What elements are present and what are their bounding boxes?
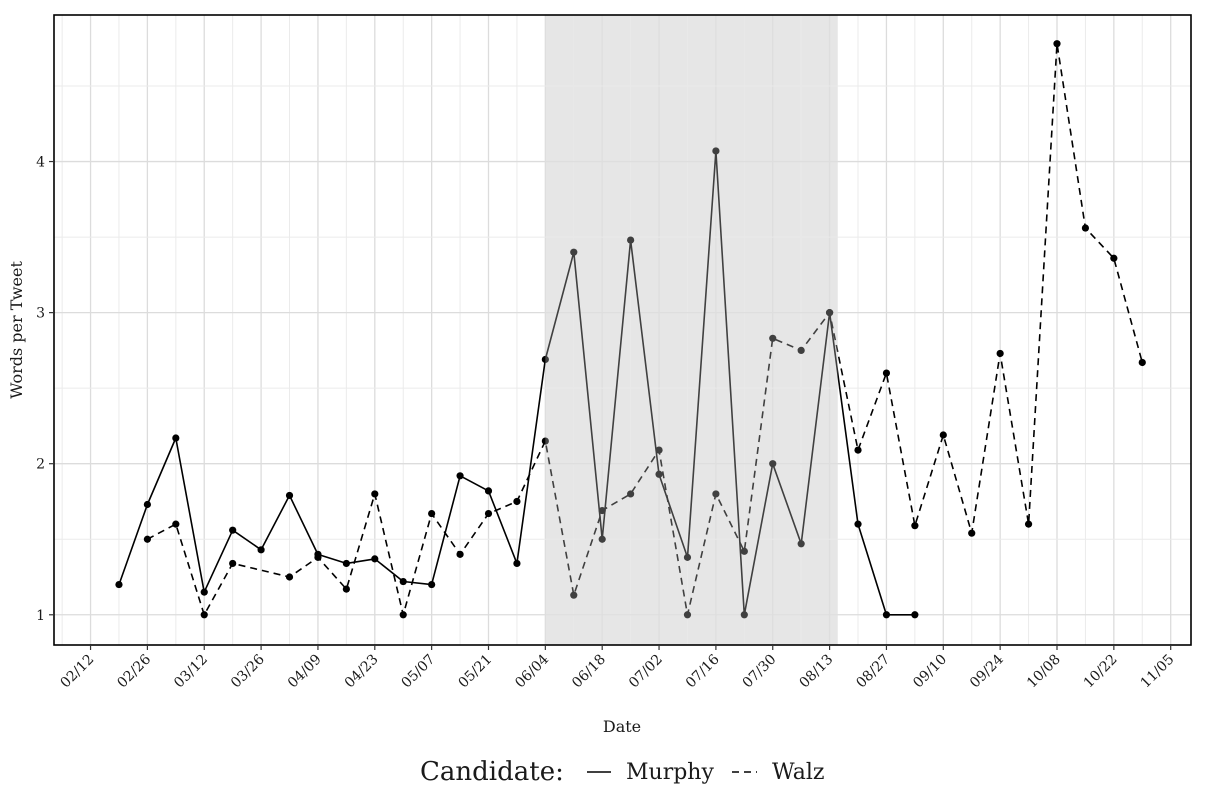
data-point-walz: [939, 431, 947, 439]
data-point-murphy: [115, 580, 123, 589]
x-tick-label: 09/10: [910, 652, 950, 692]
data-point-walz: [655, 446, 663, 454]
data-point-walz: [968, 529, 976, 537]
data-point-murphy: [428, 580, 436, 589]
x-tick-label: 07/30: [740, 652, 780, 692]
data-point-murphy: [484, 487, 493, 495]
data-point-murphy: [598, 535, 606, 543]
legend: Candidate: Murphy Walz: [420, 757, 824, 787]
data-point-walz: [627, 490, 635, 498]
data-point-murphy: [627, 236, 635, 244]
x-tick-label: 11/05: [1138, 652, 1178, 692]
x-tick-label: 04/09: [285, 652, 325, 692]
data-point-murphy: [712, 147, 720, 155]
x-tick-label: 10/08: [1024, 652, 1064, 692]
data-point-walz: [143, 535, 151, 543]
data-point-murphy: [172, 434, 180, 442]
x-tick-label: 03/26: [228, 651, 268, 691]
x-tick-label: 05/21: [455, 652, 495, 692]
data-point-walz: [854, 446, 862, 454]
data-point-murphy: [882, 611, 891, 619]
data-point-murphy: [456, 472, 464, 480]
data-point-murphy: [911, 611, 919, 619]
shaded-period: [545, 15, 838, 645]
data-point-murphy: [143, 500, 151, 509]
data-point-walz: [740, 547, 748, 555]
data-point-murphy: [683, 553, 692, 561]
y-tick-label: 4: [36, 155, 45, 171]
data-point-murphy: [854, 520, 862, 528]
data-point-walz: [570, 591, 578, 599]
x-tick-label: 04/23: [342, 652, 382, 692]
data-point-murphy: [513, 559, 521, 568]
x-tick-label: 10/22: [1081, 652, 1121, 692]
x-axis-title: Date: [603, 717, 641, 736]
x-tick-label: 02/26: [114, 651, 154, 691]
data-point-walz: [456, 550, 464, 558]
data-point-walz: [541, 437, 549, 445]
x-tick-label: 06/04: [512, 651, 552, 691]
data-point-walz: [314, 553, 322, 561]
data-point-walz: [342, 585, 350, 593]
data-point-walz: [769, 334, 777, 342]
data-point-walz: [371, 490, 379, 498]
x-tick-label: 07/16: [683, 651, 723, 691]
data-point-walz: [285, 573, 294, 581]
data-point-walz: [1024, 520, 1033, 528]
data-point-murphy: [570, 248, 578, 256]
data-point-walz: [1110, 254, 1118, 262]
x-tick-label: 09/24: [967, 651, 1007, 691]
data-point-murphy: [797, 540, 805, 548]
data-point-walz: [797, 346, 805, 354]
x-tick-label: 06/18: [569, 652, 609, 692]
data-point-walz: [882, 369, 891, 377]
data-point-walz: [200, 611, 208, 619]
data-point-murphy: [769, 460, 777, 468]
data-point-murphy: [740, 611, 748, 619]
y-axis-title: Words per Tweet: [7, 261, 26, 399]
y-tick-label: 1: [36, 608, 45, 624]
data-point-murphy: [342, 559, 350, 568]
x-tick-label: 08/27: [853, 652, 893, 692]
data-point-walz: [683, 611, 692, 619]
data-point-murphy: [371, 555, 379, 563]
data-point-walz: [513, 497, 521, 506]
legend-label-murphy: Murphy: [626, 760, 714, 785]
y-tick-label: 2: [36, 457, 45, 473]
data-point-walz: [172, 520, 180, 528]
legend-label-walz: Walz: [772, 760, 824, 785]
x-tick-label: 02/12: [57, 652, 97, 692]
x-tick-label: 03/12: [171, 652, 211, 692]
data-point-walz: [428, 509, 436, 518]
data-point-walz: [598, 506, 606, 515]
data-point-murphy: [285, 491, 294, 500]
x-tick-label: 08/13: [797, 652, 837, 692]
data-point-murphy: [200, 588, 208, 596]
data-point-walz: [1053, 40, 1061, 48]
data-point-walz: [825, 309, 834, 317]
data-point-murphy: [541, 355, 549, 364]
data-point-walz: [911, 522, 919, 530]
y-tick-label: 3: [36, 306, 45, 322]
x-tick-label: 05/07: [399, 652, 439, 692]
data-point-walz: [1138, 358, 1146, 367]
data-point-walz: [996, 349, 1004, 358]
data-point-walz: [399, 611, 407, 619]
shaded-period-overlay: [545, 15, 838, 645]
data-point-walz: [229, 559, 237, 568]
data-point-walz: [484, 509, 493, 518]
legend-title: Candidate:: [420, 757, 564, 787]
x-tick-label: 07/02: [626, 652, 666, 692]
data-point-murphy: [257, 546, 265, 554]
data-point-walz: [712, 490, 720, 498]
data-point-walz: [1081, 224, 1090, 232]
data-point-murphy: [655, 470, 663, 478]
data-point-murphy: [229, 526, 237, 534]
data-point-murphy: [399, 577, 407, 586]
plot-border: [53, 14, 1192, 646]
